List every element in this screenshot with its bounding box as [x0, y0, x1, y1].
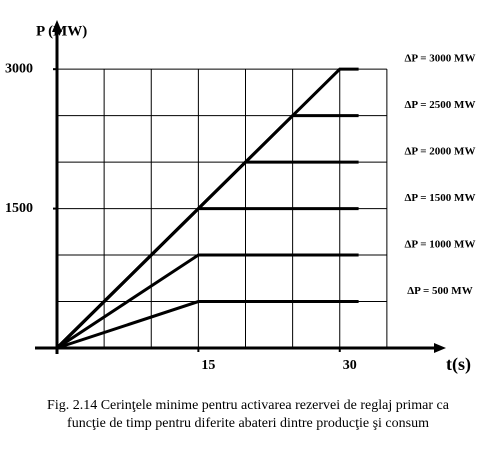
x-axis-label: t(s)	[446, 354, 471, 375]
legend-label: ΔP = 3000 MW	[405, 53, 476, 65]
caption: funcţie de timp pentru diferite abateri …	[67, 416, 429, 431]
caption: Fig. 2.14 Cerinţele minime pentru activa…	[47, 398, 450, 413]
line	[56, 253, 359, 350]
legend-label: ΔP = 2500 MW	[405, 99, 476, 111]
legend-label: ΔP = 1000 MW	[405, 239, 476, 251]
line	[56, 300, 359, 350]
x-tick-label: 15	[201, 358, 215, 373]
legend-label: ΔP = 1500 MW	[405, 192, 476, 204]
legend-label: ΔP = 500 MW	[407, 285, 472, 297]
y-tick-label: 1500	[5, 201, 33, 216]
line	[55, 207, 359, 350]
y-axis-arrow	[52, 20, 62, 32]
x-tick-label: 30	[343, 358, 357, 373]
y-tick-label: 3000	[5, 61, 33, 76]
legend-label: ΔP = 2000 MW	[405, 146, 476, 158]
line	[55, 114, 359, 350]
x-axis-arrow	[434, 343, 446, 353]
